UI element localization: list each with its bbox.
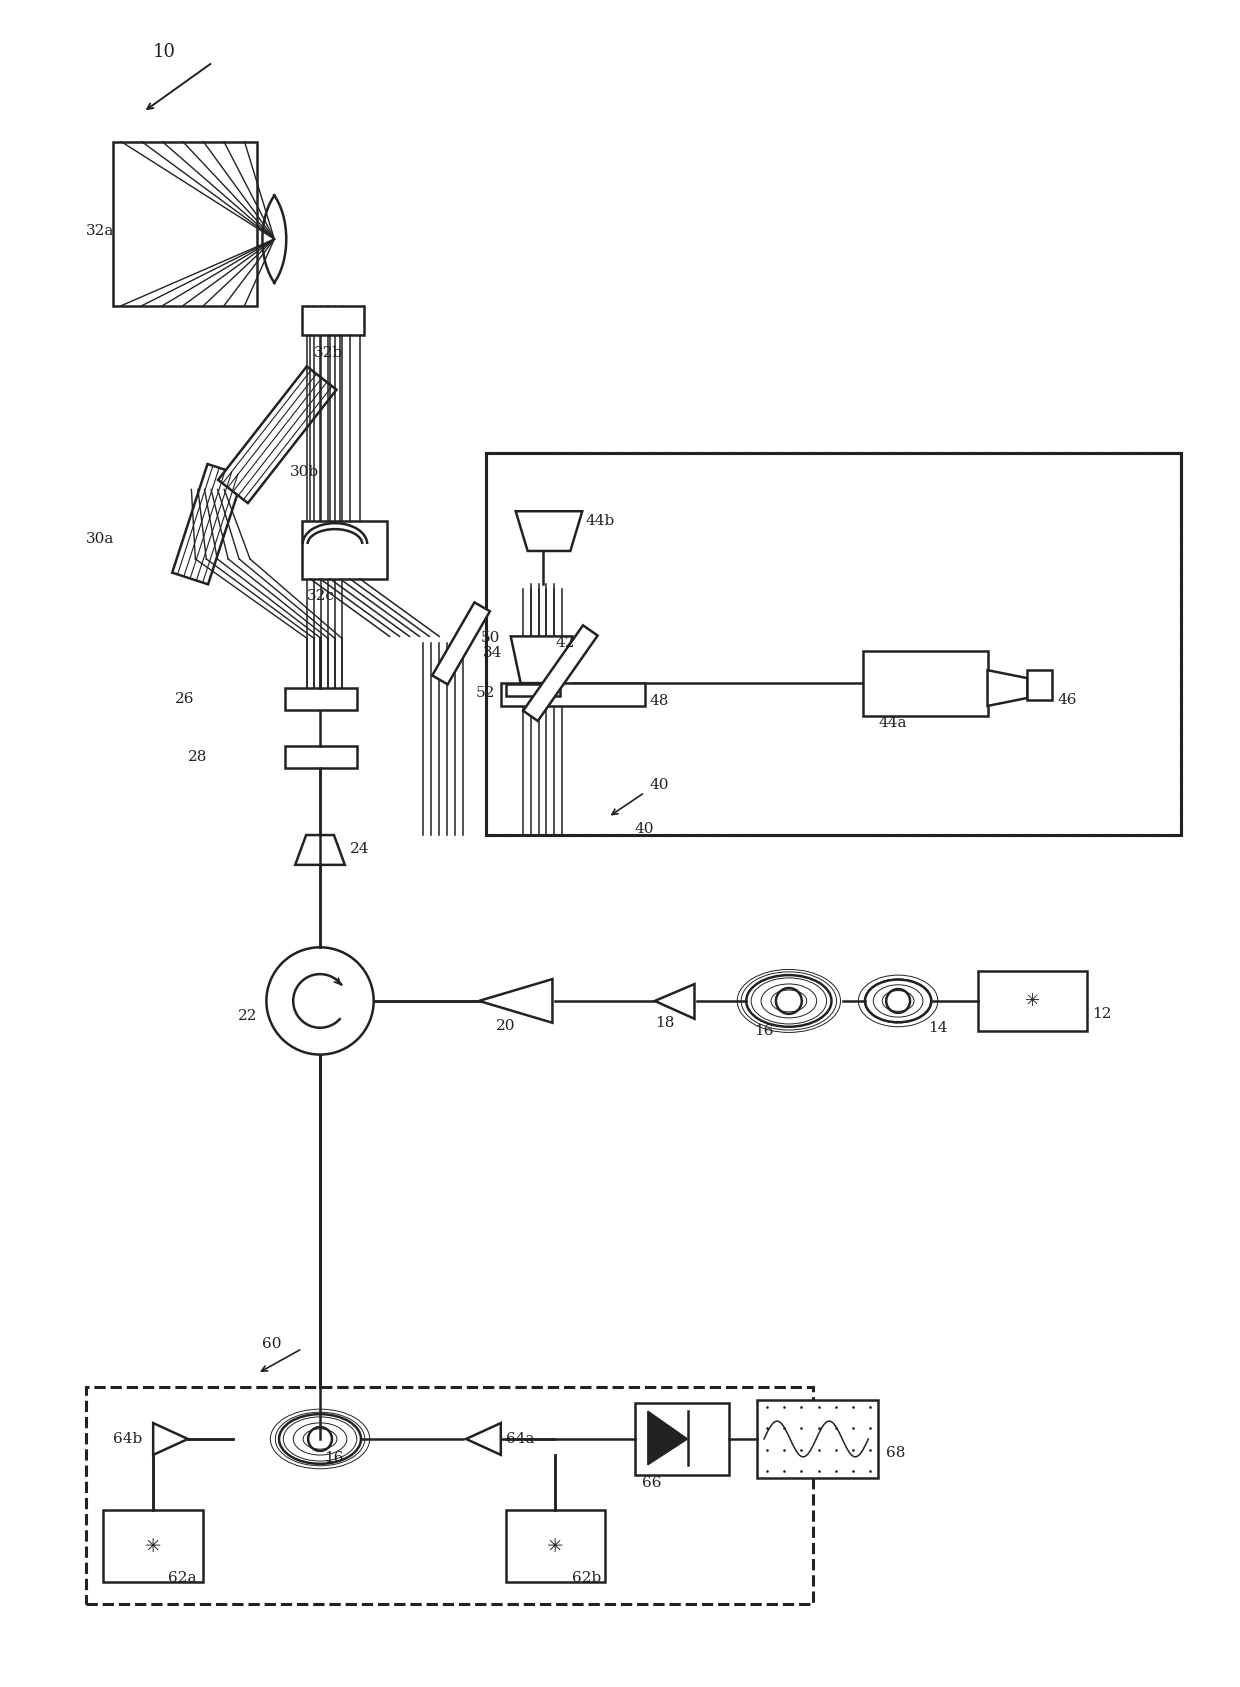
Polygon shape	[295, 835, 345, 865]
Bar	[501, 683, 645, 705]
Text: 44b: 44b	[585, 515, 615, 528]
Circle shape	[308, 1427, 332, 1451]
Text: 16: 16	[754, 1024, 774, 1038]
Bar	[977, 972, 1086, 1031]
Bar	[303, 305, 363, 336]
Text: 66: 66	[642, 1476, 661, 1490]
Bar	[486, 452, 1182, 835]
Polygon shape	[466, 1424, 501, 1454]
Text: 32c: 32c	[308, 589, 335, 602]
Text: ✳: ✳	[1024, 992, 1040, 1011]
Polygon shape	[987, 670, 1027, 705]
Text: 28: 28	[188, 749, 207, 764]
Bar	[506, 685, 560, 697]
Text: ✳: ✳	[145, 1537, 161, 1555]
Text: 62b: 62b	[573, 1571, 601, 1586]
Polygon shape	[218, 366, 336, 503]
Text: 12: 12	[1091, 1007, 1111, 1021]
Bar	[86, 1387, 812, 1604]
Text: 64a: 64a	[506, 1432, 534, 1446]
Polygon shape	[655, 984, 694, 1019]
Text: 16: 16	[324, 1451, 343, 1464]
Bar	[285, 746, 357, 768]
Polygon shape	[154, 1424, 188, 1454]
Circle shape	[776, 989, 802, 1014]
Bar	[506, 1510, 605, 1582]
Text: 18: 18	[655, 1016, 675, 1029]
Polygon shape	[511, 636, 573, 683]
Text: 10: 10	[154, 44, 176, 61]
Text: 34: 34	[482, 646, 502, 660]
Circle shape	[267, 948, 373, 1054]
Text: 30a: 30a	[86, 531, 114, 547]
Ellipse shape	[866, 980, 931, 1022]
Text: 20: 20	[496, 1019, 516, 1032]
Polygon shape	[516, 511, 583, 552]
Text: 22: 22	[238, 1009, 257, 1022]
Text: 44a: 44a	[878, 715, 906, 730]
Bar	[758, 1400, 878, 1478]
Text: 30b: 30b	[290, 464, 320, 479]
Text: 26: 26	[175, 692, 195, 705]
Ellipse shape	[746, 975, 832, 1027]
Text: ✳: ✳	[547, 1537, 564, 1555]
Polygon shape	[647, 1410, 687, 1464]
Bar	[285, 688, 357, 710]
Text: 42: 42	[556, 636, 575, 651]
Bar	[113, 142, 258, 305]
Text: 40: 40	[650, 778, 670, 793]
Text: 40: 40	[635, 822, 655, 837]
Polygon shape	[172, 464, 243, 584]
Polygon shape	[479, 978, 553, 1022]
Polygon shape	[523, 626, 598, 720]
Text: 32a: 32a	[86, 224, 114, 238]
Text: 64b: 64b	[113, 1432, 143, 1446]
Ellipse shape	[279, 1414, 361, 1464]
Text: 50: 50	[481, 631, 500, 646]
Polygon shape	[433, 602, 490, 685]
Bar	[863, 651, 987, 715]
Circle shape	[887, 989, 910, 1012]
Bar	[103, 1510, 203, 1582]
Text: 68: 68	[887, 1446, 905, 1459]
Bar	[486, 452, 1182, 835]
Bar	[303, 521, 387, 579]
Text: 60: 60	[263, 1336, 281, 1351]
Text: 62a: 62a	[169, 1571, 197, 1586]
Bar	[635, 1404, 729, 1474]
Text: 32b: 32b	[314, 346, 343, 361]
Text: 14: 14	[928, 1021, 947, 1034]
Text: 48: 48	[650, 693, 670, 709]
Text: 52: 52	[476, 687, 495, 700]
Text: 46: 46	[1056, 693, 1076, 707]
Text: 24: 24	[350, 842, 370, 855]
Bar	[1027, 670, 1052, 700]
